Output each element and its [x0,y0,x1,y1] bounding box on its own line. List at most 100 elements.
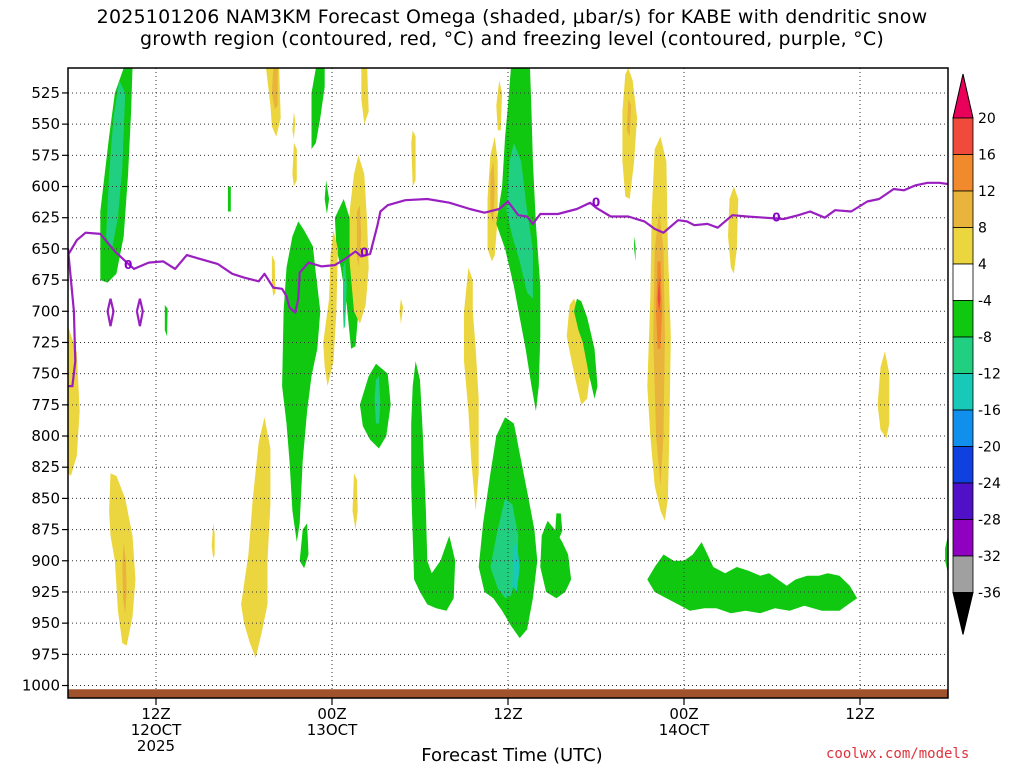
colorbar-label: 16 [978,148,996,164]
x-tick-label: 14OCT [659,721,710,739]
omega-region-35 [490,498,519,599]
omega-region-7 [211,523,215,559]
credit-link[interactable]: coolwx.com/models [826,746,970,762]
x-tick-label: 00Z [669,705,698,723]
omega-region-23 [352,473,358,530]
freezing-level-label: 0 [124,258,132,272]
omega-region-10 [271,68,278,110]
omega-region-29 [411,130,416,187]
y-tick-label: 900 [31,552,60,570]
colorbar-bin [952,409,974,447]
colorbar-top-arrow [952,73,974,119]
colorbar-label: -4 [978,294,992,310]
y-tick-label: 675 [31,271,60,289]
omega-region-50 [647,542,858,614]
colorbar-label: -28 [978,513,1001,529]
colorbar-label: -16 [978,403,1001,419]
omega-region-19 [324,180,330,214]
y-tick-label: 800 [31,427,60,445]
omega-region-27 [361,68,369,125]
omega-region-20 [323,230,338,387]
omega-region-18 [343,261,347,329]
omega-region-37 [540,520,572,599]
y-tick-label: 625 [31,209,60,227]
omega-region-6 [227,186,231,212]
omega-region-41 [566,298,591,405]
omega-region-22 [356,205,362,268]
omega-region-1 [106,80,126,249]
omega-region-14 [282,221,321,543]
x-tick-label: 2025 [137,737,175,755]
x-tick-label: 00Z [317,705,346,723]
omega-region-11 [271,255,276,297]
y-tick-label: 750 [31,365,60,383]
y-tick-label: 700 [31,302,60,320]
y-tick-label: 925 [31,583,60,601]
freezing-level-line [68,181,948,314]
colorbar-label: 8 [978,221,987,237]
omega-region-12 [292,142,297,187]
omega-region-8 [241,417,271,659]
freezing-level-label: 0 [592,196,600,210]
colorbar-bin [952,373,974,411]
y-tick-label: 975 [31,645,60,663]
y-tick-label: 650 [31,240,60,258]
x-tick-label: 13OCT [307,721,358,739]
omega-shading [68,68,948,659]
omega-region-32 [490,161,495,224]
omega-region-44 [626,99,632,137]
colorbar-label: -36 [978,586,1001,602]
freezing-level-label: 0 [360,246,368,260]
colorbar-bin [952,519,974,557]
y-tick-label: 850 [31,489,60,507]
x-tick-label: 12Z [493,705,522,723]
colorbar-label: -20 [978,440,1001,456]
x-tick-label: 12OCT [131,721,182,739]
colorbar-bin [952,154,974,192]
y-tick-label: 550 [31,115,60,133]
omega-region-36 [512,542,520,592]
colorbar-bin [952,190,974,228]
colorbar-bin [952,300,974,338]
y-tick-label: 775 [31,396,60,414]
omega-region-33 [496,80,503,131]
y-tick-label: 575 [31,146,60,164]
chart-title-line2: growth region (contoured, red, °C) and f… [140,28,884,50]
y-tick-label: 950 [31,614,60,632]
omega-region-26 [399,298,404,324]
freezing-level-loop-1 [135,298,144,327]
omega-region-2 [68,326,80,476]
colorbar-bottom-arrow [952,592,974,635]
colorbar-bin [952,117,974,155]
omega-region-28 [411,361,456,611]
colorbar-label: -24 [978,476,1001,492]
y-tick-label: 725 [31,333,60,351]
pressure-axis: 525 550 575 600 625 650 675 700 725 750 775 800 825 8… [22,84,68,695]
omega-region-16 [311,68,325,150]
omega-region-30 [464,267,479,511]
omega-region-5 [164,305,168,337]
omega-region-42 [574,298,598,399]
omega-region-13 [292,111,296,140]
colorbar-bin [952,336,974,374]
omega-region-3 [109,473,136,646]
colorbar-label: -32 [978,549,1001,565]
omega-region-38 [554,513,563,539]
colorbar-label: -12 [978,367,1001,383]
omega-region-40 [506,142,533,299]
y-tick-label: 875 [31,521,60,539]
surface-ground [68,689,948,698]
y-tick-label: 1000 [22,677,60,695]
x-tick-label: 12Z [141,705,170,723]
omega-region-4 [122,542,127,615]
colorbar-bin [952,446,974,484]
x-axis-label: Forecast Time (UTC) [421,745,603,766]
y-tick-label: 825 [31,458,60,476]
freezing-level-edge [68,248,77,388]
x-tick-label: 12Z [845,705,874,723]
colorbar-bin [952,555,974,593]
colorbar-bin [952,263,974,301]
freezing-level-label: 0 [772,211,780,225]
omega-region-52 [877,351,890,439]
grid-lines [68,68,948,698]
